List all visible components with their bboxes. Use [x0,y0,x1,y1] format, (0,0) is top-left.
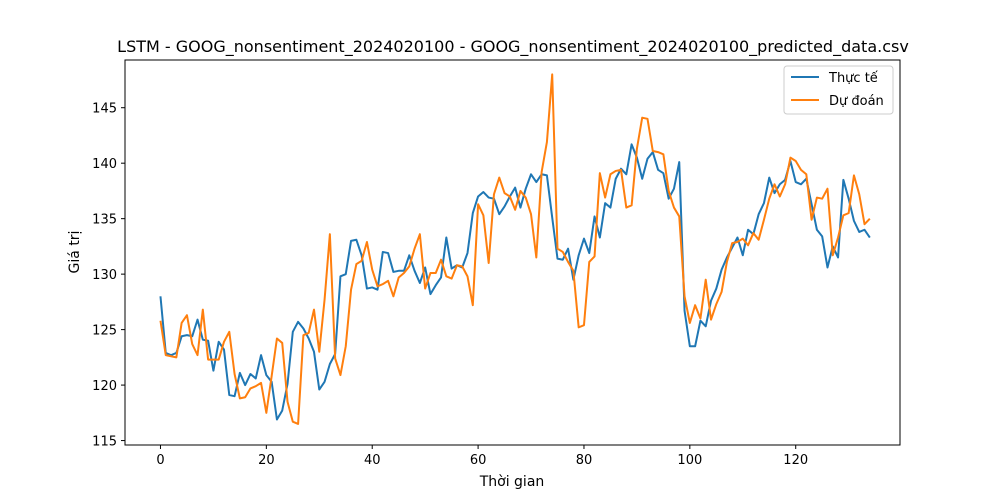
y-tick-label: 140 [92,157,117,172]
x-axis-label: Thời gian [479,474,545,490]
series-line-actual [159,143,871,421]
y-tick-label: 125 [92,324,117,339]
y-axis-label: Giá trị [67,231,83,274]
x-tick-label: 0 [156,453,164,468]
legend-label-actual: Thực tế [828,71,878,86]
y-tick-label: 135 [92,213,117,228]
x-tick-label: 100 [677,453,702,468]
x-axis-ticks: 0 20 40 60 80 100 120 [156,445,808,468]
x-tick-label: 120 [783,453,808,468]
x-tick-label: 20 [258,453,275,468]
x-tick-label: 40 [364,453,381,468]
y-tick-label: 120 [92,379,117,394]
plot-area-frame [124,59,901,446]
legend-label-predicted: Dự đoán [829,94,884,109]
plot-lines [159,73,871,425]
series-line-predicted [159,73,871,425]
x-tick-label: 60 [470,453,487,468]
legend: Thực tế Dự đoán [783,65,894,115]
y-tick-label: 145 [92,102,117,117]
chart-title: LSTM - GOOG_nonsentiment_2024020100 - GO… [117,37,909,57]
x-tick-label: 80 [576,453,593,468]
y-tick-label: 115 [92,435,117,450]
y-tick-label: 130 [92,268,117,283]
y-axis-ticks: 115 120 125 130 135 140 145 [92,102,125,450]
